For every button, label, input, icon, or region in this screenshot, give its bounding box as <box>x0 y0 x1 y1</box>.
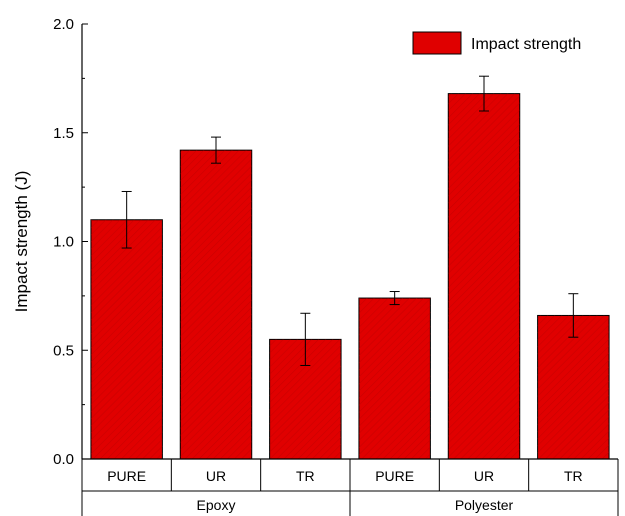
bar-hatch <box>180 150 252 459</box>
category-label: TR <box>564 468 583 484</box>
bar-hatch <box>90 219 163 459</box>
y-tick-label: 2.0 <box>53 16 74 33</box>
legend-label: Impact strength <box>471 36 581 53</box>
axes: 0.0 0.5 1.0 1.5 2.0 Impact strength (J) PURE UR… <box>12 16 619 516</box>
category-label: PURE <box>107 468 146 484</box>
y-tick-label: 1.5 <box>53 125 74 142</box>
y-tick-label: 0.5 <box>53 342 74 359</box>
category-label: TR <box>296 468 315 484</box>
legend-swatch <box>412 31 462 55</box>
group-label: Epoxy <box>197 497 236 513</box>
category-label: PURE <box>375 468 414 484</box>
category-label: UR <box>206 468 226 484</box>
category-label: UR <box>474 468 494 484</box>
legend: Impact strength <box>412 31 581 55</box>
y-tick-label: 0.0 <box>53 451 74 468</box>
y-tick-label: 1.0 <box>53 234 74 251</box>
plot-area <box>90 75 610 460</box>
bar-hatch <box>448 93 520 459</box>
y-axis-title: Impact strength (J) <box>12 171 31 313</box>
bar-hatch <box>537 315 610 459</box>
bar-hatch <box>358 298 431 459</box>
group-label: Polyester <box>455 497 514 513</box>
